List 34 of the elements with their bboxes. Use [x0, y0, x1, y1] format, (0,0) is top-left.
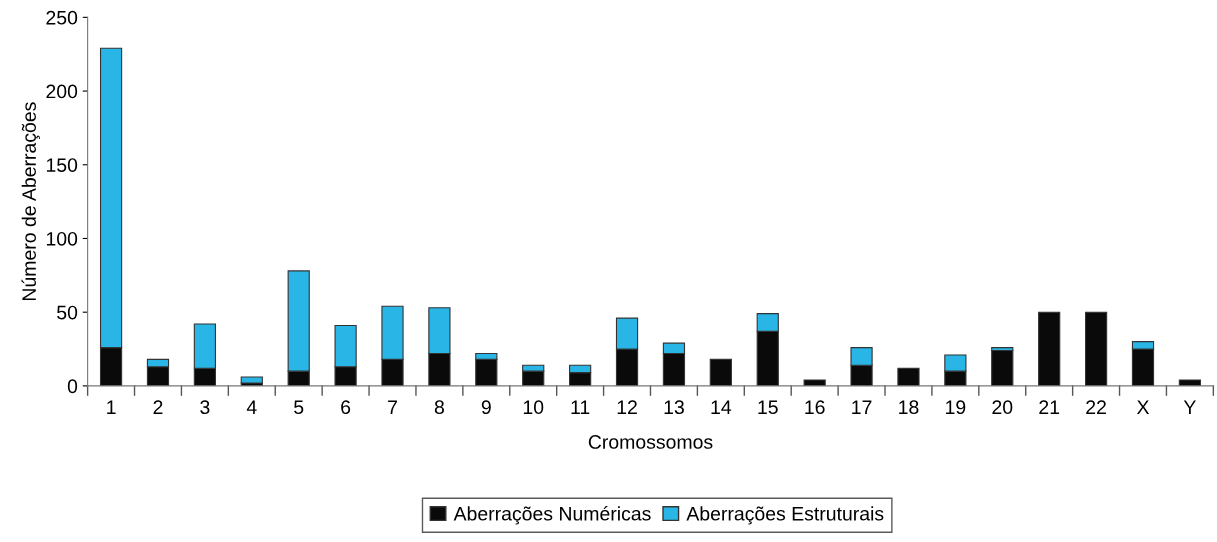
x-tick-label: 9	[481, 400, 491, 415]
x-tick-label: 21	[1039, 400, 1060, 414]
y-tick-label: 250	[46, 10, 78, 25]
y-tick-label: 100	[46, 231, 78, 246]
x-tick-label: 13	[664, 400, 684, 415]
x-tick-label: 7	[388, 400, 397, 414]
x-tick-label: 6	[341, 400, 351, 415]
x-tick-label: 19	[946, 400, 966, 415]
x-tick-label: 12	[617, 400, 637, 414]
x-tick-label: 1	[107, 400, 116, 414]
x-tick-label: 15	[758, 400, 778, 415]
x-tick-label: 20	[992, 400, 1013, 415]
x-tick-label: 14	[711, 400, 732, 414]
legend-label: Aberrações Estruturais	[686, 506, 884, 525]
x-tick-label: Y	[1183, 400, 1196, 414]
y-axis-title: Número de Aberrações	[21, 102, 40, 300]
x-tick-label: 3	[200, 400, 210, 415]
x-tick-label: 18	[899, 400, 919, 415]
x-tick-label: 16	[805, 400, 825, 415]
x-tick-label: 5	[294, 400, 304, 415]
x-tick-label: 4	[246, 400, 257, 414]
x-tick-label: 22	[1086, 400, 1106, 414]
x-tick-label: 17	[852, 400, 872, 414]
y-tick-label: 200	[46, 84, 78, 99]
y-tick-label: 50	[57, 305, 78, 320]
x-tick-label: X	[1136, 400, 1150, 414]
x-tick-label: 2	[153, 400, 163, 414]
x-axis-title: Cromossomos	[588, 435, 713, 449]
x-tick-label: 10	[523, 400, 544, 415]
y-tick-label: 0	[67, 379, 78, 394]
legend-label: Aberrações Numéricas	[453, 506, 651, 525]
x-tick-label: 11	[571, 400, 590, 414]
x-tick-label: 8	[434, 400, 444, 415]
y-tick-label: 150	[46, 158, 78, 172]
